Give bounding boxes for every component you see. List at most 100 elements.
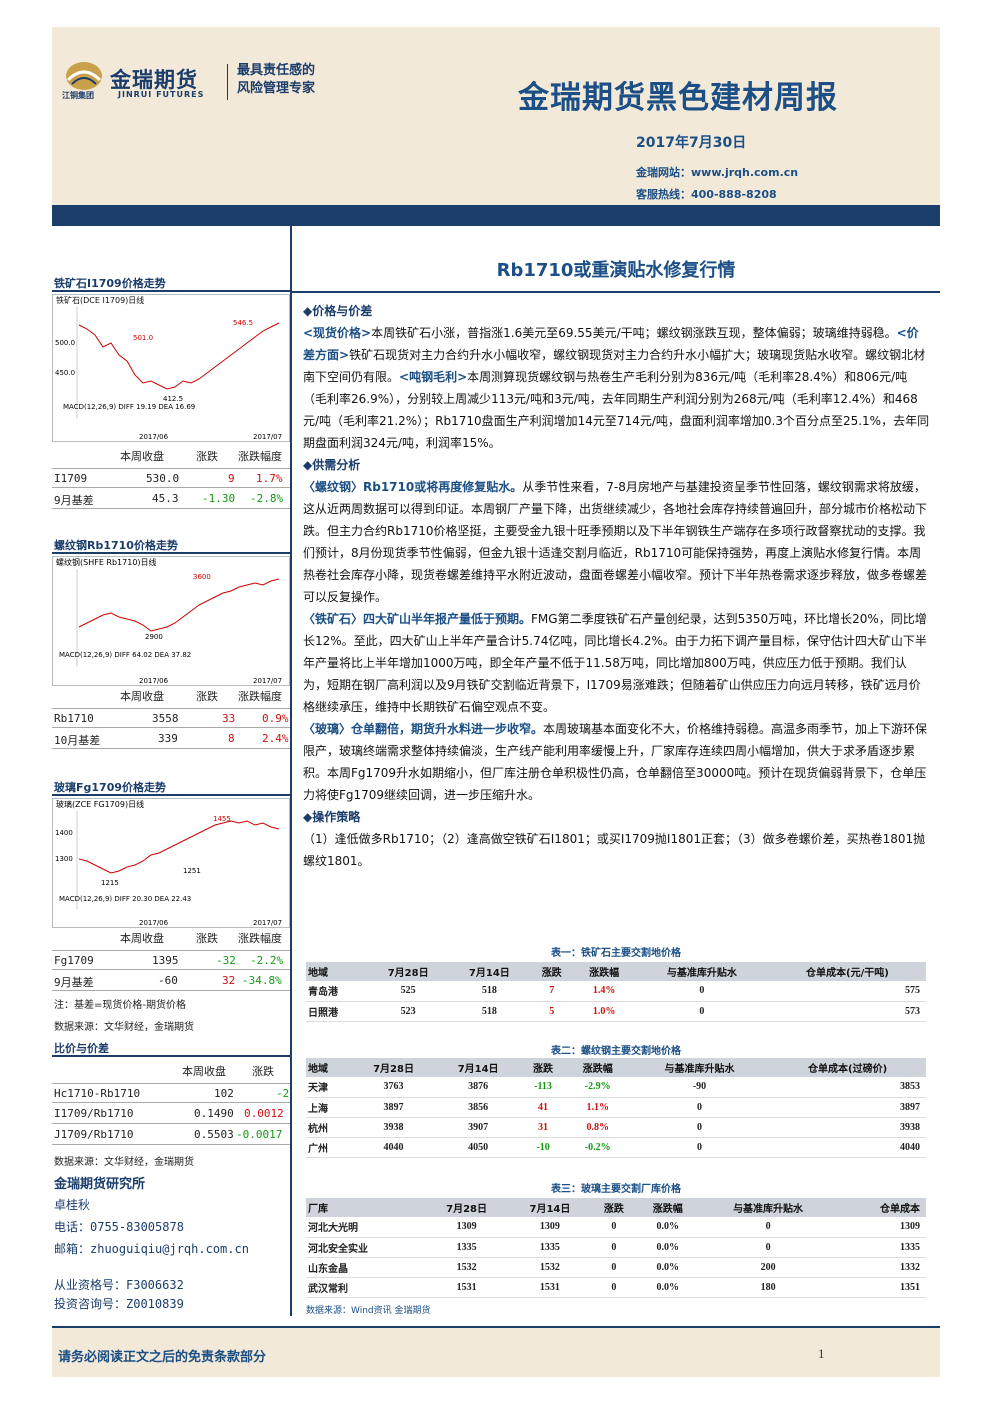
svg-text:3600: 3600: [193, 573, 211, 581]
cert-number: 从业资格号：F3006632: [54, 1278, 184, 1292]
iron-port-table: 地域 7月28日 7月14日 涨跌 涨跌幅 与基准库升贴水 仓单成本(元/干吨) 青岛港 52…: [306, 962, 926, 1022]
svg-text:2017/06: 2017/06: [139, 433, 169, 441]
col-head: 本周收盘: [120, 691, 164, 703]
source-note: 数据来源：文华财经，金瑞期货: [54, 1022, 194, 1033]
hotline: 客服热线：400-888-8208: [636, 188, 777, 201]
section-heading: ◆操作策略: [303, 810, 361, 824]
institute-name: 金瑞期货研究所: [54, 1177, 146, 1192]
report-title: 金瑞期货黑色建材周报: [518, 80, 838, 116]
paragraph: （1）逢低做多Rb1710；（2）逢高做空铁矿石I1801；或买I1709抛I1…: [303, 832, 926, 868]
svg-text:450.0: 450.0: [55, 369, 75, 377]
svg-text:1400: 1400: [55, 829, 73, 837]
col-head: 涨跌幅度: [238, 691, 282, 703]
svg-text:2017/06: 2017/06: [139, 919, 169, 927]
glass-factory-table: 厂库 7月28日 7月14日 涨跌 涨跌幅 与基准库升贴水 仓单成本 河北大光明 1309 13…: [306, 1198, 926, 1298]
divider: [52, 794, 290, 796]
section-heading: ◆价格与价差: [303, 304, 373, 318]
divider: [52, 1055, 290, 1057]
page-number: 1: [818, 1346, 825, 1361]
table-row: Hc1710-Rb1710 102 -2: [52, 1083, 290, 1103]
svg-text:1455: 1455: [213, 815, 231, 823]
logo-mark-icon: [66, 62, 102, 90]
paragraph: 〈铁矿石〉四大矿山半年报产量低于预期。FMG第二季度铁矿石产量创纪录，达到535…: [303, 612, 927, 714]
table-row: Rb1710 3558 33 0.9%: [52, 708, 290, 728]
source-note: 数据来源：文华财经，金瑞期货: [54, 1157, 194, 1168]
svg-text:2017/06: 2017/06: [139, 677, 169, 685]
divider: [52, 290, 290, 292]
glass-kline-chart: 玻璃(ZCE FG1709)日线 1400 1300 1455 1251 121…: [52, 798, 290, 928]
rebar-city-table: 地域 7月28日 7月14日 涨跌 涨跌幅 与基准库升贴水 仓单成本(过磅价) 天津 3763…: [306, 1058, 926, 1158]
table-row: 河北安全实业 1335 1335 0 0.0% 0 1335: [306, 1237, 926, 1258]
company-logo: 金瑞期货 江铜集团 JINRUI FUTURES 最具责任感的 风险管理专家: [62, 60, 352, 106]
table-row: 10月基差 339 8 2.4%: [52, 729, 290, 749]
website-link[interactable]: 金瑞网站：www.jrqh.com.cn: [636, 166, 799, 179]
svg-text:铁矿石(DCE I1709)日线: 铁矿石(DCE I1709)日线: [56, 295, 144, 305]
col-head: 涨跌幅度: [238, 451, 282, 463]
col-head: 本周收盘: [120, 451, 164, 463]
logo-subtext-b: JINRUI FUTURES: [118, 90, 205, 99]
iron-chart-title: 铁矿石I1709价格走势: [54, 277, 166, 290]
svg-text:412.5: 412.5: [163, 395, 183, 403]
divider: [292, 291, 940, 293]
svg-text:2017/07: 2017/07: [253, 677, 282, 685]
svg-text:MACD(12,26,9) DIFF 19.19 DEA: MACD(12,26,9) DIFF 19.19 DEA 16.69: [63, 403, 195, 411]
table-source: 数据来源：Wind资讯 金瑞期货: [306, 1306, 431, 1316]
table-row: 天津 3763 3876 -113 -2.9% -90 3853: [306, 1077, 926, 1098]
paragraph: <现货价格>本周铁矿石小涨，普指涨1.6美元至69.55美元/干吨；螺纹钢涨跌互…: [303, 326, 930, 450]
col-head: 涨跌: [196, 451, 218, 463]
slogan: 最具责任感的 风险管理专家: [237, 63, 316, 96]
svg-text:MACD(12,26,9) DIFF 64.02 DEA: MACD(12,26,9) DIFF 64.02 DEA 37.82: [59, 651, 191, 659]
glass-chart-title: 玻璃Fg1709价格走势: [54, 781, 167, 794]
table-row: 9月基差 45.3 -1.30 -2.8%: [52, 489, 290, 509]
col-head: 涨跌: [196, 933, 218, 945]
table-row: 日照港 523 518 5 1.0% 0 573: [306, 1001, 926, 1022]
svg-text:2900: 2900: [145, 633, 163, 641]
svg-text:1251: 1251: [183, 867, 201, 875]
svg-text:501.0: 501.0: [133, 334, 153, 342]
col-head: 本周收盘: [120, 933, 164, 945]
consult-number: 投资咨询号：Z0010839: [54, 1297, 184, 1311]
table3-title: 表三：玻璃主要交割厂库价格: [551, 1184, 681, 1195]
iron-candles: [78, 322, 280, 390]
table-row: I1709/Rb1710 0.1490 0.0012: [52, 1104, 290, 1124]
svg-text:546.5: 546.5: [233, 319, 253, 327]
svg-text:500.0: 500.0: [55, 339, 75, 347]
table-row: 广州 4040 4050 -10 -0.2% 0 4040: [306, 1137, 926, 1158]
table-row: 武汉常利 1531 1531 0 0.0% 180 1351: [306, 1277, 926, 1298]
svg-text:螺纹钢(SHFE Rb1710)日线: 螺纹钢(SHFE Rb1710)日线: [56, 557, 157, 567]
svg-text:1300: 1300: [55, 855, 73, 863]
svg-text:2017/07: 2017/07: [253, 919, 282, 927]
report-date: 2017年7月30日: [636, 135, 747, 151]
article-body: ◆价格与价差 <现货价格>本周铁矿石小涨，普指涨1.6美元至69.55美元/干吨…: [303, 300, 930, 872]
article-title: Rb1710或重演贴水修复行情: [496, 260, 736, 281]
col-head: 涨跌: [252, 1066, 274, 1078]
section-heading: ◆供需分析: [303, 458, 361, 472]
table-row: 上海 3897 3856 41 1.1% 0 3897: [306, 1097, 926, 1118]
col-head: 本周收盘: [182, 1066, 226, 1078]
svg-text:2017/07: 2017/07: [253, 433, 282, 441]
col-head: 涨跌: [196, 691, 218, 703]
paragraph: 〈螺纹钢〉Rb1710或将再度修复贴水。从季节性来看，7-8月房地产与基建投资呈…: [303, 480, 928, 604]
divider: [52, 552, 290, 554]
analyst-phone: 电话：0755-83005878: [54, 1220, 184, 1234]
table-row: 河北大光明 1309 1309 0 0.0% 0 1309: [306, 1217, 926, 1238]
table1-title: 表一：铁矿石主要交割地价格: [551, 948, 681, 959]
rebar-kline-chart: 螺纹钢(SHFE Rb1710)日线 3600 2900 MACD(12,26,…: [52, 556, 290, 686]
svg-text:玻璃(ZCE FG1709)日线: 玻璃(ZCE FG1709)日线: [56, 799, 144, 809]
analyst-name: 卓桂秋: [54, 1198, 91, 1212]
header-bar: [52, 205, 940, 226]
logo-subtext-a: 江铜集团: [62, 91, 94, 100]
table-row: 山东金晶 1532 1532 0 0.0% 200 1332: [306, 1257, 926, 1278]
column-divider: [290, 226, 292, 1316]
disclaimer-link[interactable]: 请务必阅读正文之后的免责条款部分: [58, 1350, 267, 1365]
table-row: Fg1709 1395 -32 -2.2%: [52, 950, 290, 970]
table2-title: 表二：螺纹钢主要交割地价格: [551, 1046, 681, 1057]
rebar-chart-title: 螺纹钢Rb1710价格走势: [54, 539, 178, 552]
svg-text:1215: 1215: [101, 879, 119, 887]
table-row: I1709 530.0 9 1.7%: [52, 468, 290, 488]
table-row: J1709/Rb1710 0.5503 -0.0017: [52, 1125, 290, 1145]
logo-divider: [227, 64, 228, 100]
table-row: 青岛港 525 518 7 1.4% 0 575: [306, 981, 926, 1002]
basis-note: 注：基差=现货价格-期货价格: [54, 1000, 186, 1011]
analyst-email[interactable]: 邮箱：zhuoguiqiu@jrqh.com.cn: [54, 1242, 249, 1256]
